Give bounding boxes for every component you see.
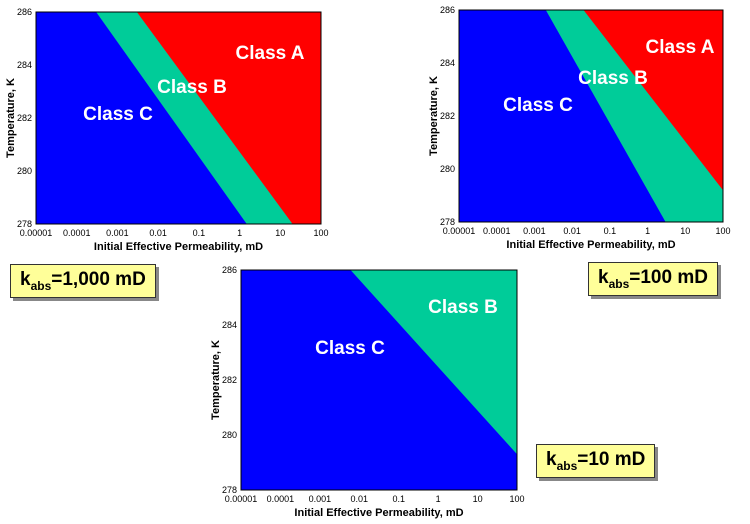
plot-frame [240,269,518,491]
x-tick-label: 0.01 [351,494,369,504]
y-axis-label: Temperature, K [210,340,222,420]
x-axis-label: Initial Effective Permeability, mD [506,239,675,251]
chart-kabs-100: Class A Class B Class C 0.00001 0.0001 0.001 0… [410,0,750,260]
y-tick-label: 284 [222,320,237,330]
x-axis-label: Initial Effective Permeability, mD [294,507,463,519]
kabs-symbol: k [546,449,557,470]
x-tick-label: 0.1 [392,494,405,504]
chart-kabs-10-plot: Class B Class C 0.00001 0.0001 0.001 0.01 0.1 1… [210,265,525,519]
kabs-symbol: k [598,267,609,288]
x-tick-label: 0.001 [309,494,332,504]
kabs-subscript: abs [30,278,52,293]
x-tick-label: 10 [680,226,690,236]
x-tick-label: 0.001 [106,228,129,238]
y-tick-label: 282 [17,113,32,123]
chart-kabs-10: Class B Class C 0.00001 0.0001 0.001 0.01 0.1 1… [205,260,535,524]
kabs-10-label: kabs=10 mD [536,444,656,478]
kabs-value: =1,000 mD [51,269,146,290]
x-tick-label: 0.0001 [483,226,511,236]
plot-frame [458,9,724,223]
x-tick-label: 0.00001 [225,494,258,504]
region-label: Class B [578,68,648,89]
y-tick-label: 280 [17,166,32,176]
region-class-a [136,12,321,224]
y-tick-label: 282 [440,111,455,121]
y-axis-label: Temperature, K [428,76,440,156]
region-label: Class C [315,338,385,359]
x-tick-label: 100 [715,226,730,236]
y-tick-label: 278 [222,485,237,495]
y-tick-label: 282 [222,375,237,385]
x-tick-label: 1 [237,228,242,238]
x-tick-label: 0.00001 [20,228,53,238]
x-tick-label: 0.0001 [63,228,91,238]
region-class-a [583,10,723,222]
y-tick-label: 286 [440,5,455,15]
region-class-b [350,270,517,490]
x-tick-label: 0.1 [193,228,206,238]
kabs-100-label: kabs=100 mD [588,262,718,296]
region-label: Class B [428,297,498,318]
x-tick-label: 100 [509,494,524,504]
x-tick-label: 0.001 [523,226,546,236]
y-axis-label: Temperature, K [5,78,17,158]
region-label: Class A [236,43,305,64]
kabs-subscript: abs [608,276,630,291]
kabs-symbol: k [20,269,31,290]
kabs-value: =100 mD [629,267,708,288]
y-tick-label: 280 [222,430,237,440]
kabs-value: =10 mD [577,449,646,470]
y-tick-label: 278 [17,219,32,229]
x-tick-label: 0.01 [563,226,581,236]
x-tick-label: 0.00001 [443,226,476,236]
region-label: Class A [646,37,715,58]
y-tick-label: 280 [440,164,455,174]
x-tick-label: 1 [436,494,441,504]
x-tick-label: 0.1 [604,226,617,236]
chart-kabs-1000: Class A Class B Class C 0.00001 0.0001 0.001 0… [0,0,340,260]
x-tick-label: 0.0001 [267,494,295,504]
x-tick-label: 0.01 [149,228,167,238]
kabs-1000-label: kabs=1,000 mD [10,264,156,298]
y-tick-label: 286 [222,265,237,275]
region-label: Class C [83,104,153,125]
y-tick-label: 286 [17,7,32,17]
plot-frame [35,11,322,225]
x-axis-label: Initial Effective Permeability, mD [94,241,263,253]
x-tick-label: 1 [645,226,650,236]
region-label: Class C [503,95,573,116]
kabs-subscript: abs [556,458,578,473]
x-tick-label: 100 [313,228,328,238]
y-tick-label: 284 [17,60,32,70]
y-tick-label: 284 [440,58,455,68]
y-tick-label: 278 [440,217,455,227]
region-label: Class B [157,77,227,98]
x-tick-label: 10 [473,494,483,504]
x-tick-label: 10 [275,228,285,238]
